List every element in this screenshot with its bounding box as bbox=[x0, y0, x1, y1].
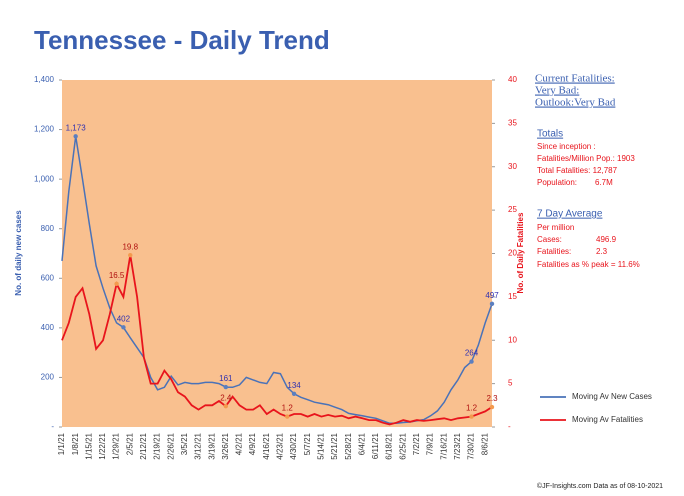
x-tick-label: 8/6/21 bbox=[480, 432, 489, 455]
data-point bbox=[73, 134, 78, 139]
y-tick-label: 600 bbox=[41, 273, 55, 282]
y2-tick-label: 15 bbox=[508, 292, 517, 301]
source: ©JF-Insights.com Data as of 08-10-2021 bbox=[537, 482, 663, 490]
x-tick-label: 3/19/21 bbox=[207, 432, 216, 459]
y-tick-label: 400 bbox=[41, 323, 55, 332]
data-label: 161 bbox=[219, 374, 233, 383]
y-tick-label: 1,400 bbox=[34, 75, 55, 84]
y-tick-label: 1,000 bbox=[34, 174, 55, 183]
y2-tick-label: 25 bbox=[508, 205, 517, 214]
data-label: 134 bbox=[287, 381, 301, 390]
average-title: 7 Day Average bbox=[537, 209, 603, 220]
data-point bbox=[121, 325, 126, 330]
status-line: Current Fatalities: bbox=[535, 73, 615, 85]
data-label: 497 bbox=[485, 291, 499, 300]
y-tick-label: - bbox=[51, 422, 54, 431]
y2-tick-label: 10 bbox=[508, 335, 517, 344]
data-point bbox=[489, 404, 495, 410]
data-point bbox=[489, 301, 495, 307]
x-tick-label: 2/19/21 bbox=[153, 432, 162, 459]
data-label: 1.2 bbox=[466, 404, 478, 413]
y2-tick-label: 35 bbox=[508, 118, 517, 127]
x-tick-label: 7/9/21 bbox=[426, 432, 435, 455]
y2-axis-title: No. of Daily Fatalities bbox=[516, 212, 525, 293]
data-label: 1,173 bbox=[66, 123, 87, 132]
x-tick-label: 4/30/21 bbox=[289, 432, 298, 459]
x-tick-label: 7/2/21 bbox=[412, 432, 421, 455]
totals-title: Totals bbox=[537, 129, 563, 140]
data-label: 2.4 bbox=[220, 393, 232, 402]
x-tick-label: 1/8/21 bbox=[71, 432, 80, 455]
data-label: 19.8 bbox=[122, 242, 138, 251]
data-point bbox=[128, 253, 133, 258]
data-point bbox=[223, 384, 229, 390]
legend-label: Moving Av Fatalities bbox=[572, 415, 643, 424]
status-line: Outlook:Very Bad bbox=[535, 97, 616, 109]
x-tick-label: 4/9/21 bbox=[248, 432, 257, 455]
x-tick-label: 1/15/21 bbox=[84, 432, 93, 459]
x-tick-label: 4/23/21 bbox=[276, 432, 285, 459]
y-axis-title: No. of daily new cases bbox=[14, 210, 23, 296]
x-tick-label: 6/4/21 bbox=[357, 432, 366, 455]
y2-tick-label: 40 bbox=[508, 75, 517, 84]
x-tick-label: 3/5/21 bbox=[180, 432, 189, 455]
data-label: 1.2 bbox=[282, 404, 294, 413]
average-footer: Fatalities as % peak = 11.6% bbox=[537, 260, 640, 269]
status-line: Very Bad: bbox=[535, 85, 579, 97]
y2-tick-label: 30 bbox=[508, 162, 517, 171]
x-tick-label: 7/16/21 bbox=[439, 432, 448, 459]
legend-label: Moving Av New Cases bbox=[572, 392, 652, 401]
totals-line: Fatalities/Million Pop.: 1903 bbox=[537, 154, 635, 163]
x-tick-label: 5/21/21 bbox=[330, 432, 339, 459]
x-tick-label: 3/26/21 bbox=[221, 432, 230, 459]
average-line: Per million bbox=[537, 223, 574, 232]
x-tick-label: 7/23/21 bbox=[453, 432, 462, 459]
data-label: 402 bbox=[117, 314, 131, 323]
data-label: 2.3 bbox=[486, 394, 498, 403]
y-tick-label: 800 bbox=[41, 224, 55, 233]
average-value: 2.3 bbox=[596, 247, 608, 256]
average-label: Cases: bbox=[537, 235, 562, 244]
x-tick-label: 6/25/21 bbox=[398, 432, 407, 459]
x-tick-label: 5/28/21 bbox=[344, 432, 353, 459]
y-tick-label: 200 bbox=[41, 373, 55, 382]
data-label: 264 bbox=[465, 349, 479, 358]
totals-line: Since inception : bbox=[537, 142, 596, 151]
x-tick-label: 5/14/21 bbox=[316, 432, 325, 459]
data-point bbox=[469, 414, 474, 419]
data-point bbox=[469, 359, 474, 364]
y-tick-label: 1,200 bbox=[34, 125, 55, 134]
y2-tick-label: 5 bbox=[508, 379, 513, 388]
x-tick-label: 2/5/21 bbox=[125, 432, 134, 455]
data-point bbox=[285, 414, 290, 419]
totals-value: 6.7M bbox=[595, 178, 613, 187]
totals-label: Population: bbox=[537, 178, 577, 187]
average-value: 496.9 bbox=[596, 235, 617, 244]
x-tick-label: 1/1/21 bbox=[57, 432, 66, 455]
x-tick-label: 2/26/21 bbox=[166, 432, 175, 459]
x-tick-label: 2/12/21 bbox=[139, 432, 148, 459]
x-tick-label: 7/30/21 bbox=[467, 432, 476, 459]
chart-title: Tennessee - Daily Trend bbox=[34, 25, 330, 55]
totals-line: Total Fatalities: 12,787 bbox=[537, 166, 618, 175]
plot-area bbox=[62, 80, 492, 427]
y2-tick-label: - bbox=[508, 422, 511, 431]
series-line bbox=[61, 255, 493, 426]
y2-tick-label: 20 bbox=[508, 249, 517, 258]
data-point bbox=[114, 281, 119, 287]
data-label: 16.5 bbox=[109, 271, 125, 280]
x-tick-label: 5/7/21 bbox=[303, 432, 312, 455]
x-tick-label: 6/18/21 bbox=[385, 432, 394, 459]
x-tick-label: 4/16/21 bbox=[262, 432, 271, 459]
data-point bbox=[223, 403, 229, 409]
average-label: Fatalities: bbox=[537, 247, 571, 256]
x-tick-label: 3/12/21 bbox=[194, 432, 203, 459]
x-tick-label: 6/11/21 bbox=[371, 432, 380, 459]
x-tick-label: 1/29/21 bbox=[112, 432, 121, 459]
data-point bbox=[291, 391, 297, 396]
x-tick-label: 4/2/21 bbox=[235, 432, 244, 455]
x-tick-label: 1/22/21 bbox=[98, 432, 107, 459]
